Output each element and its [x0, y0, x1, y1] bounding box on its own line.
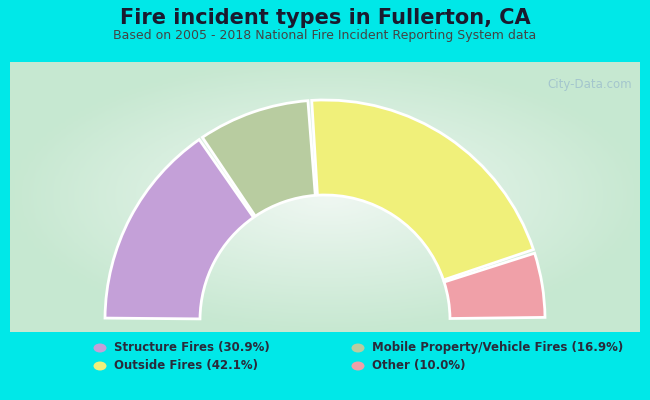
Text: Based on 2005 - 2018 National Fire Incident Reporting System data: Based on 2005 - 2018 National Fire Incid…: [113, 28, 537, 42]
Text: Outside Fires (42.1%): Outside Fires (42.1%): [114, 360, 258, 372]
Text: City-Data.com: City-Data.com: [547, 78, 632, 91]
Ellipse shape: [352, 344, 365, 352]
Ellipse shape: [352, 362, 365, 370]
Text: Other (10.0%): Other (10.0%): [372, 360, 465, 372]
Text: Fire incident types in Fullerton, CA: Fire incident types in Fullerton, CA: [120, 8, 530, 28]
Text: Structure Fires (30.9%): Structure Fires (30.9%): [114, 342, 270, 354]
Wedge shape: [202, 101, 315, 216]
Text: Mobile Property/Vehicle Fires (16.9%): Mobile Property/Vehicle Fires (16.9%): [372, 342, 623, 354]
Ellipse shape: [94, 344, 107, 352]
Wedge shape: [444, 253, 545, 318]
Wedge shape: [105, 140, 254, 319]
Ellipse shape: [94, 362, 107, 370]
Wedge shape: [312, 100, 534, 280]
